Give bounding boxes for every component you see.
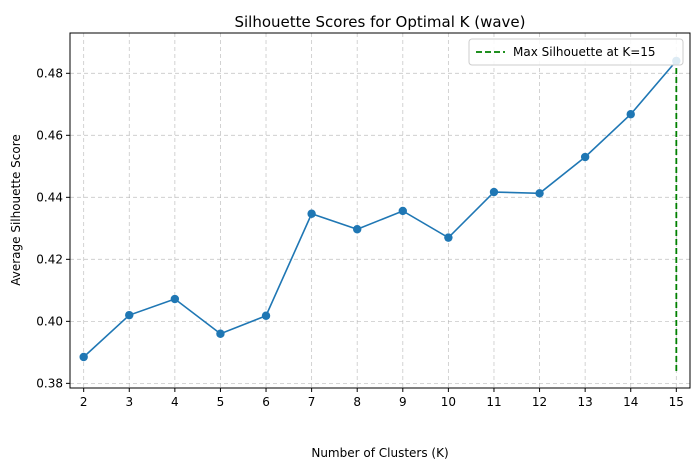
x-tick-label: 3	[125, 395, 133, 409]
data-point	[216, 329, 225, 338]
legend-label-max-silhouette: Max Silhouette at K=15	[513, 45, 656, 59]
y-tick-label: 0.38	[36, 376, 63, 390]
x-axis-ticks: 2 3 4 5 6 7 8 9 10 11 12 13 14 15	[80, 388, 684, 409]
y-axis-ticks: 0.38 0.40 0.42 0.44 0.46 0.48	[36, 66, 70, 390]
y-tick-label: 0.48	[36, 66, 63, 80]
x-tick-label: 8	[353, 395, 361, 409]
series-layer	[79, 56, 681, 362]
x-tick-label: 5	[217, 395, 225, 409]
chart-title: Silhouette Scores for Optimal K (wave)	[234, 13, 525, 31]
data-point	[626, 110, 635, 119]
data-point	[580, 152, 590, 162]
x-axis-title: Number of Clusters (K)	[311, 446, 448, 460]
data-point	[353, 225, 362, 234]
data-point	[398, 206, 407, 216]
y-tick-label: 0.42	[36, 252, 63, 266]
plot-frame	[69, 32, 691, 389]
y-tick-label: 0.40	[36, 314, 63, 328]
data-point	[261, 311, 271, 320]
x-tick-label: 13	[578, 395, 593, 409]
x-tick-label: 15	[669, 395, 684, 409]
x-tick-label: 12	[532, 395, 547, 409]
series-line	[83, 60, 677, 358]
legend-box	[468, 38, 684, 66]
x-tick-label: 4	[171, 395, 179, 409]
y-tick-label: 0.46	[36, 128, 63, 142]
data-point	[444, 233, 453, 242]
x-tick-label: 9	[399, 395, 407, 409]
legend: Max Silhouette at K=15	[468, 38, 684, 66]
x-tick-label: 7	[308, 395, 316, 409]
y-axis-title: Average Silhouette Score	[9, 134, 23, 286]
data-point	[125, 310, 134, 320]
x-tick-label: 2	[80, 395, 88, 409]
data-point	[170, 294, 180, 304]
data-point	[79, 352, 88, 362]
x-tick-label: 10	[441, 395, 456, 409]
grid-layer	[70, 33, 690, 388]
x-tick-label: 14	[623, 395, 638, 409]
x-tick-label: 6	[262, 395, 270, 409]
data-point	[307, 209, 316, 218]
data-point	[489, 187, 499, 197]
y-tick-label: 0.44	[36, 190, 63, 204]
data-point	[535, 189, 544, 198]
x-tick-label: 11	[486, 395, 501, 409]
